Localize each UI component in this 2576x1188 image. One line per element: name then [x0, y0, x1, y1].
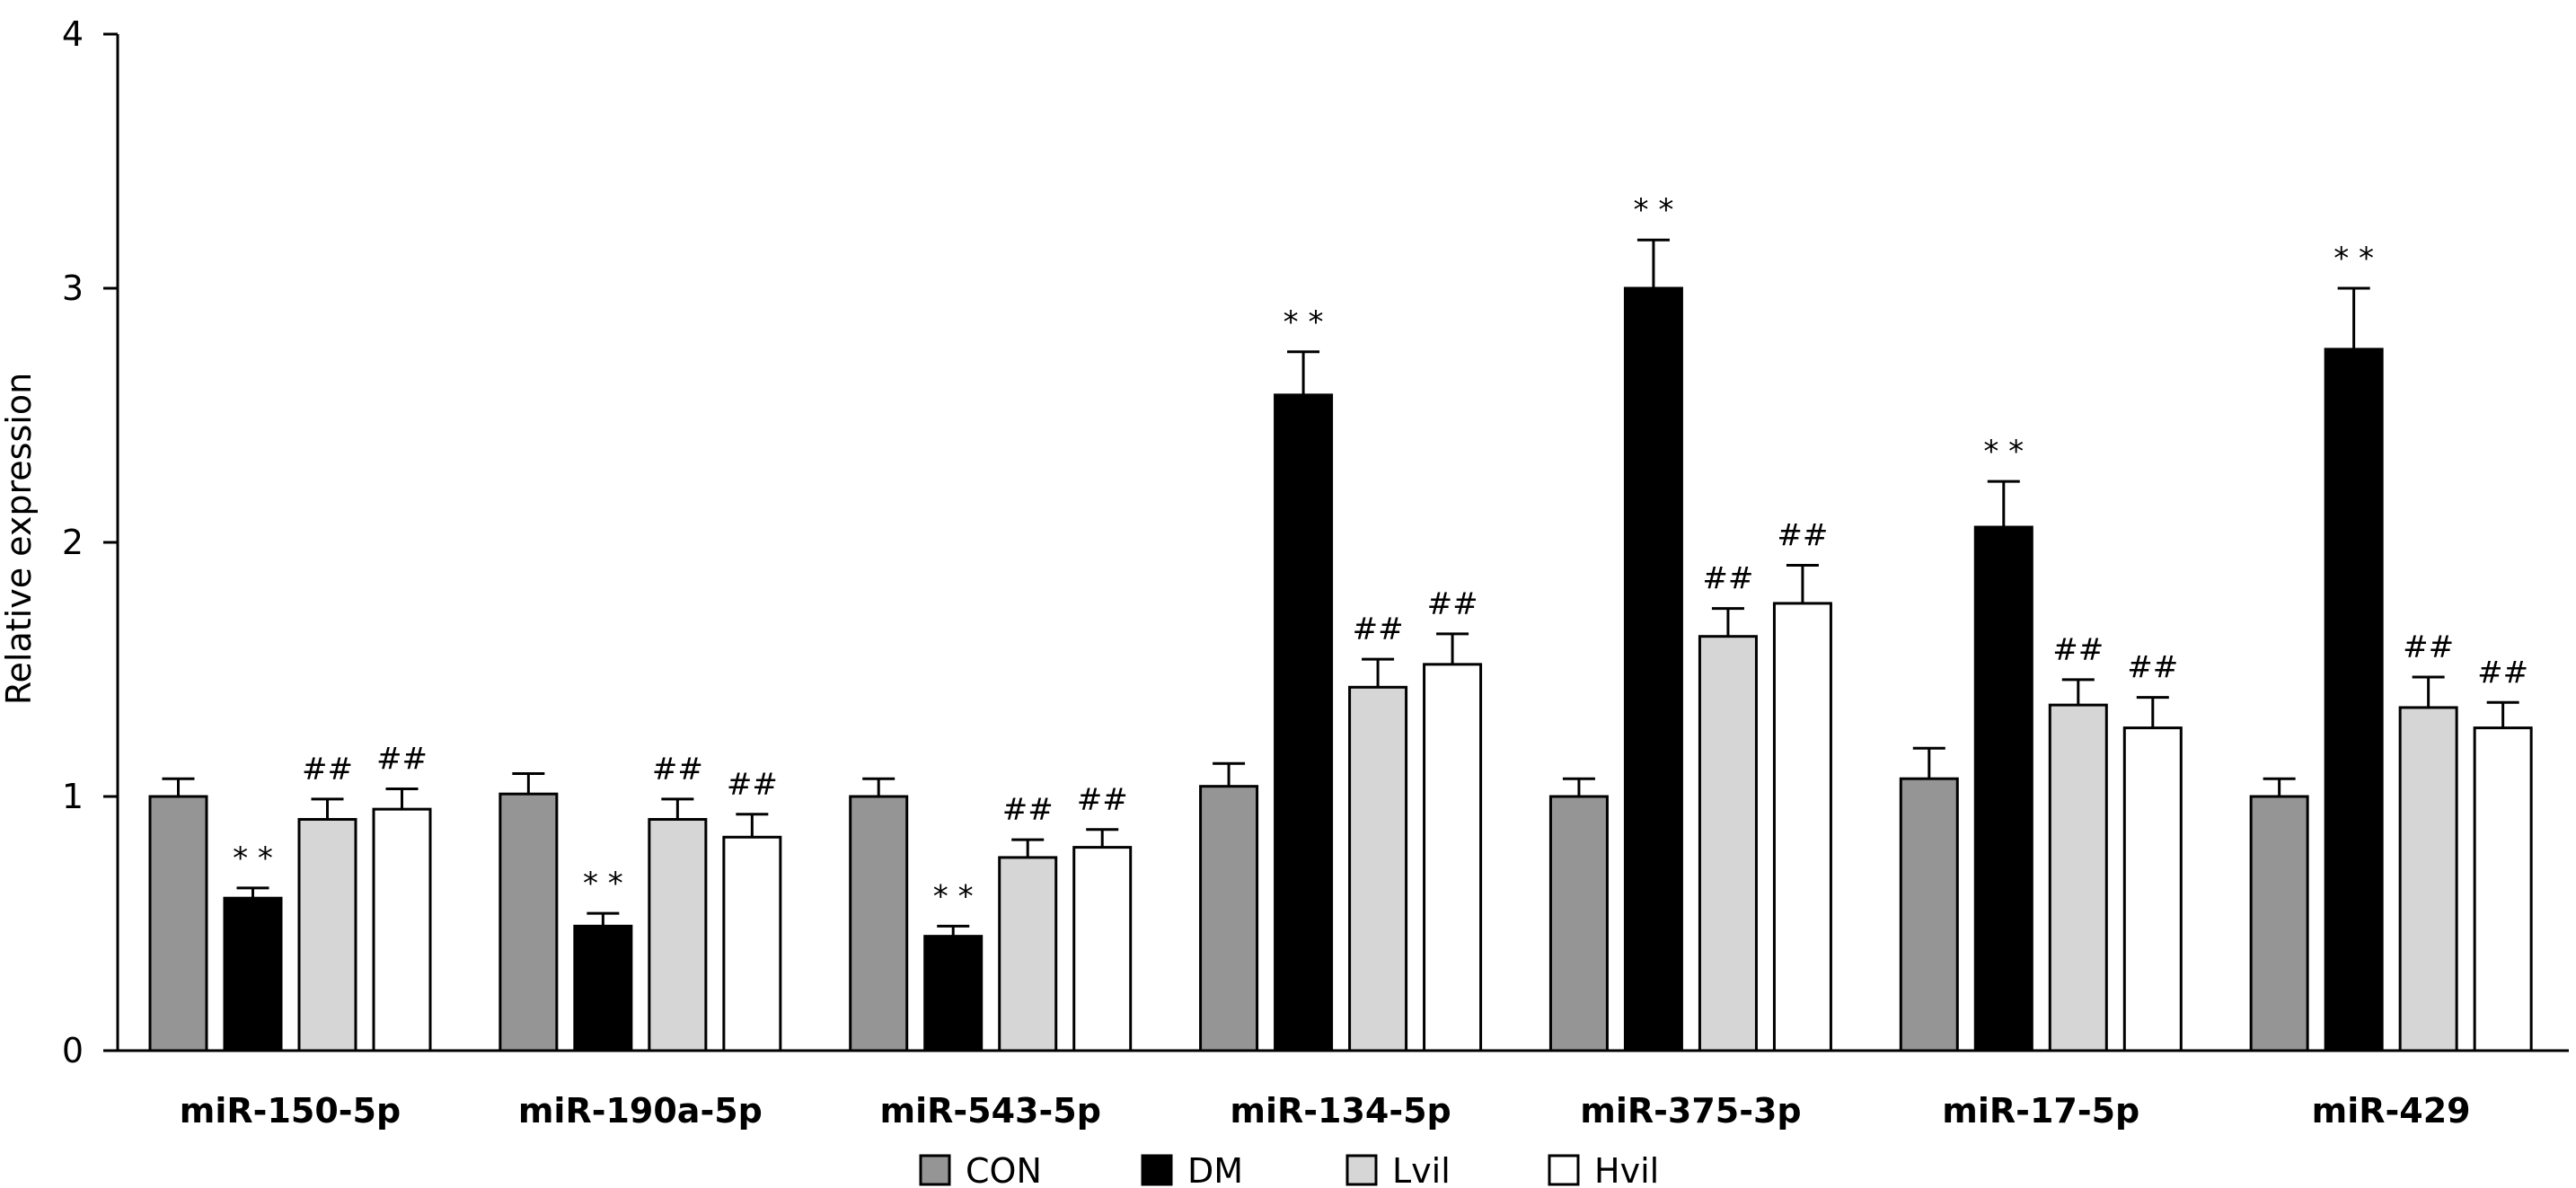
- bar-dm: [223, 896, 283, 1052]
- significance-label: ##: [2127, 650, 2178, 686]
- significance-label: * *: [233, 840, 273, 876]
- bar-lvil: [648, 817, 708, 1052]
- significance-label: * *: [1634, 192, 1674, 228]
- y-tick-label: 0: [62, 1031, 84, 1070]
- significance-label: ##: [2052, 632, 2104, 668]
- bar-hvil: [2473, 726, 2533, 1052]
- significance-label: ##: [652, 752, 703, 788]
- y-tick-label: 4: [62, 14, 84, 54]
- bar-hvil: [372, 807, 432, 1052]
- legend-label: Lvil: [1392, 1151, 1451, 1188]
- bar-con: [498, 792, 559, 1052]
- category-label: miR-150-5p: [180, 1091, 401, 1131]
- significance-label: ##: [1077, 782, 1128, 818]
- legend-label: CON: [966, 1151, 1042, 1188]
- category-label: miR-543-5p: [880, 1091, 1101, 1131]
- category-label: miR-429: [2312, 1091, 2471, 1131]
- bar-con: [849, 795, 909, 1052]
- significance-label: * *: [1284, 304, 1324, 340]
- legend-swatch-lvil: [1345, 1154, 1378, 1186]
- y-axis-title: Relative expression: [0, 373, 39, 705]
- bar-dm: [1274, 393, 1334, 1052]
- significance-label: ##: [1427, 586, 1478, 622]
- bar-lvil: [998, 856, 1058, 1052]
- bar-lvil: [297, 817, 357, 1052]
- legend: CON DM Lvil Hvil: [919, 1151, 1659, 1188]
- significance-label: ##: [1002, 792, 1054, 828]
- significance-label: ##: [2477, 655, 2528, 691]
- category-label: miR-134-5p: [1230, 1091, 1451, 1131]
- legend-label: Hvil: [1594, 1151, 1659, 1188]
- significance-label: * *: [1983, 434, 2024, 470]
- legend-label: DM: [1187, 1151, 1243, 1188]
- bar-lvil: [2048, 703, 2108, 1052]
- bar-con: [2249, 795, 2309, 1052]
- significance-label: ##: [2403, 629, 2454, 665]
- significance-label: * *: [583, 866, 623, 902]
- bar-lvil: [1698, 635, 1758, 1052]
- bar-hvil: [1423, 663, 1483, 1052]
- significance-label: ##: [1353, 612, 1404, 647]
- category-label: miR-190a-5p: [518, 1091, 763, 1131]
- bar-lvil: [1348, 685, 1408, 1052]
- bar-con: [148, 795, 208, 1052]
- significance-label: ##: [727, 767, 778, 803]
- y-tick-label: 3: [62, 268, 84, 308]
- significance-label: * *: [2333, 241, 2374, 277]
- significance-label: ##: [1777, 517, 1828, 553]
- bar-hvil: [722, 835, 782, 1052]
- bar-lvil: [2398, 706, 2458, 1052]
- plot-area: 0 1 2 3 4 * * ## ## miR-150-5p * * ## ## miR-190a-5p…: [62, 14, 2569, 1131]
- significance-label: * *: [933, 878, 974, 914]
- legend-swatch-con: [919, 1154, 951, 1186]
- y-tick-label: 2: [62, 523, 84, 562]
- category-label: miR-375-3p: [1580, 1091, 1801, 1131]
- legend-swatch-dm: [1141, 1154, 1173, 1186]
- y-tick-label: 1: [62, 777, 84, 816]
- significance-label: ##: [376, 742, 428, 778]
- bar-dm: [1623, 286, 1683, 1052]
- legend-swatch-hvil: [1548, 1154, 1580, 1186]
- bar-dm: [2324, 348, 2384, 1052]
- bar-dm: [923, 935, 984, 1052]
- bar-hvil: [1772, 602, 1832, 1052]
- bar-dm: [573, 924, 633, 1052]
- bar-con: [1548, 795, 1609, 1052]
- bar-con: [1899, 777, 1959, 1052]
- bar-con: [1199, 785, 1259, 1052]
- bar-hvil: [1072, 846, 1133, 1052]
- significance-label: ##: [302, 752, 353, 788]
- bar-dm: [1973, 525, 2033, 1052]
- bar-hvil: [2122, 726, 2183, 1052]
- category-label: miR-17-5p: [1942, 1091, 2139, 1131]
- significance-label: ##: [1702, 561, 1753, 597]
